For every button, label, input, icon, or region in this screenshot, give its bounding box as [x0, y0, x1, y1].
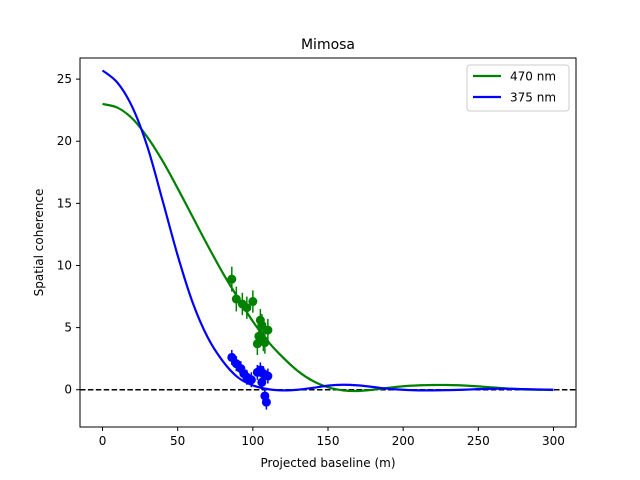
data-point-0-1: [231, 294, 241, 304]
y-tick-label-0: 0: [64, 383, 72, 397]
x-tick-label-1: 50: [170, 434, 185, 448]
y-axis-label: Spatial coherence: [32, 189, 46, 297]
axes: 0 50 100 150 200 250 300 0 5 10 15 20 25: [57, 72, 565, 448]
data-point-0-3: [242, 303, 252, 313]
data-point-1-11: [261, 397, 271, 407]
data-point-0-8: [257, 320, 267, 330]
legend-label-0: 470 nm: [510, 70, 556, 84]
y-tick-label-3: 15: [57, 196, 72, 210]
x-tick-label-0: 0: [99, 434, 107, 448]
series-line-0: [102, 102, 554, 393]
x-tick-label-5: 250: [467, 434, 490, 448]
legend: 470 nm 375 nm: [466, 64, 570, 112]
data-point-0-11: [263, 325, 273, 335]
data-point-0-0: [227, 274, 237, 284]
data-point-0-4: [248, 297, 258, 307]
data-point-0-10: [260, 338, 270, 348]
series-line-1: [101, 69, 554, 392]
x-axis-label: Projected baseline (m): [261, 456, 396, 470]
x-tick-label-4: 200: [392, 434, 415, 448]
chart-title: Mimosa: [301, 37, 355, 53]
y-tick-label-1: 5: [64, 321, 72, 335]
x-tick-label-2: 100: [241, 434, 264, 448]
y-tick-label-2: 10: [57, 258, 72, 272]
plot-area: [80, 69, 576, 410]
y-tick-label-4: 20: [57, 134, 72, 148]
x-tick-label-6: 300: [542, 434, 565, 448]
legend-label-1: 375 nm: [510, 91, 556, 105]
x-tick-label-3: 150: [317, 434, 340, 448]
data-point-1-5: [246, 375, 256, 385]
y-tick-label-5: 25: [57, 72, 72, 86]
data-point-1-12: [263, 371, 273, 381]
data-point-1-0: [227, 352, 237, 362]
